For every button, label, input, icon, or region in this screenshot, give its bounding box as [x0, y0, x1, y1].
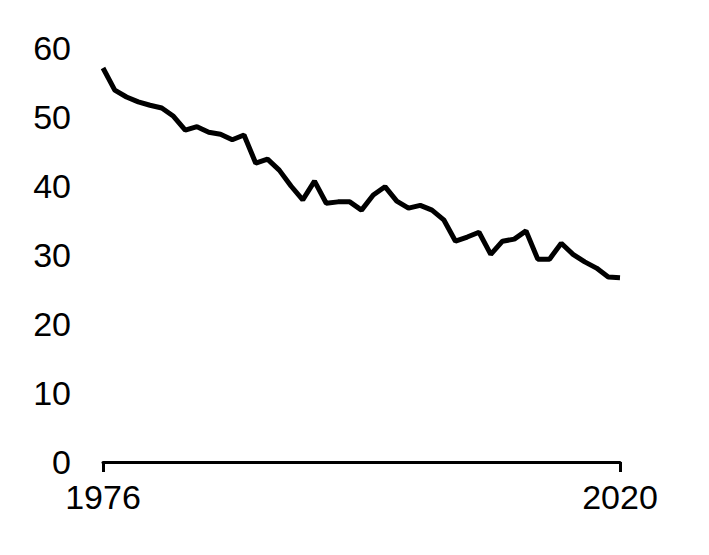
svg-text:1976: 1976 — [65, 478, 141, 516]
svg-text:40: 40 — [33, 167, 71, 205]
svg-text:2020: 2020 — [582, 478, 658, 516]
svg-text:10: 10 — [33, 374, 71, 412]
svg-text:60: 60 — [33, 29, 71, 67]
svg-text:0: 0 — [52, 443, 71, 481]
svg-text:30: 30 — [33, 236, 71, 274]
svg-text:50: 50 — [33, 98, 71, 136]
svg-text:20: 20 — [33, 305, 71, 343]
